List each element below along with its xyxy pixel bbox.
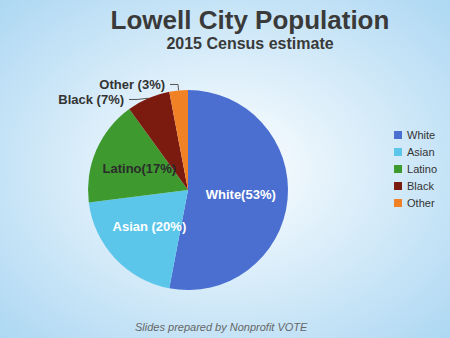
- svg-text:Other (3%): Other (3%): [99, 77, 165, 92]
- svg-text:White(53%): White(53%): [206, 187, 276, 202]
- svg-text:Lowell City Population: Lowell City Population: [111, 5, 390, 35]
- svg-text:Asian: Asian: [407, 146, 435, 158]
- svg-text:Slides prepared by Nonprofit V: Slides prepared by Nonprofit VOTE: [135, 321, 308, 333]
- svg-text:Asian (20%): Asian (20%): [113, 219, 187, 234]
- svg-text:2015 Census estimate: 2015 Census estimate: [166, 35, 333, 52]
- svg-text:White: White: [407, 129, 435, 141]
- svg-text:Black: Black: [407, 180, 434, 192]
- svg-text:Black (7%): Black (7%): [58, 92, 124, 107]
- svg-text:Other: Other: [407, 197, 435, 209]
- svg-text:Latino(17%): Latino(17%): [103, 161, 177, 176]
- svg-text:Latino: Latino: [407, 163, 437, 175]
